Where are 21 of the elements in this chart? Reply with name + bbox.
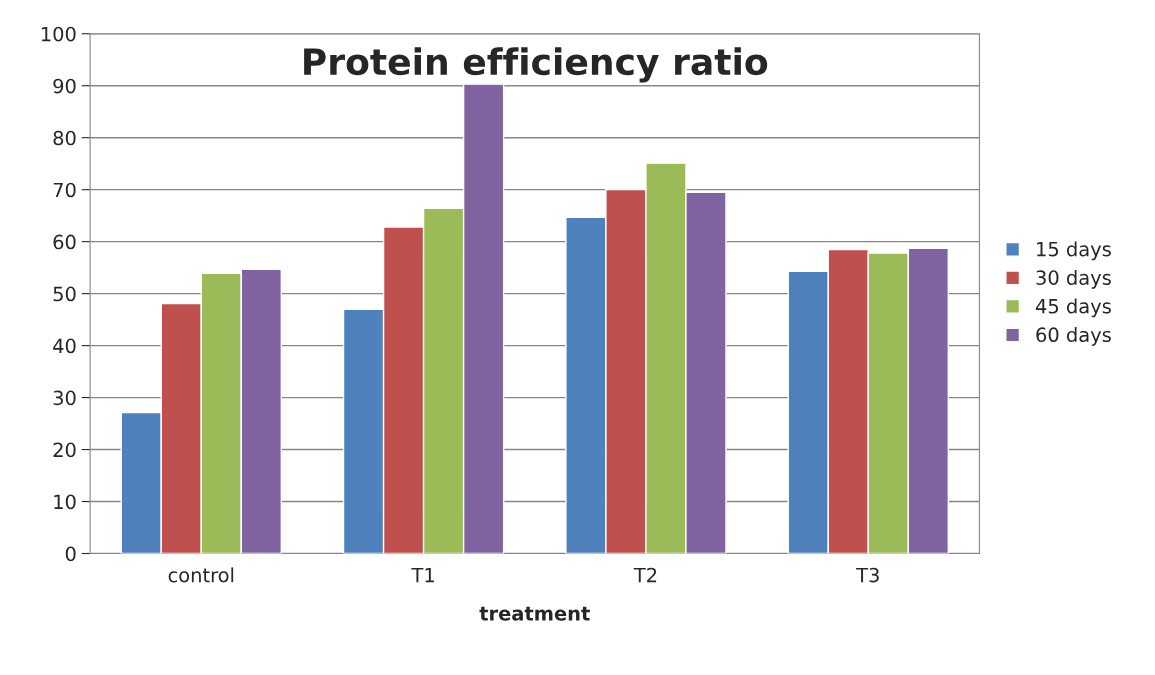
y-tick-label: 30 — [53, 390, 76, 406]
legend-label: 30 days — [1036, 269, 1111, 289]
y-tick-label: 90 — [53, 78, 76, 94]
y-tick-label: 50 — [53, 286, 76, 302]
x-tick-label: T2 — [633, 567, 657, 583]
y-tick-label: 100 — [41, 26, 76, 42]
x-tick-label: control — [168, 567, 234, 583]
y-tick-label: 70 — [53, 182, 76, 198]
y-tick-label: 10 — [54, 494, 76, 510]
chart-title: Protein efficiency ratio — [304, 47, 768, 83]
y-tick-label: 20 — [53, 442, 76, 458]
x-axis-title: treatment — [479, 606, 590, 621]
legend-label: 45 days — [1035, 298, 1111, 318]
x-tick-label: T1 — [411, 567, 434, 583]
legend-label: 15 days — [1037, 241, 1111, 261]
y-tick-label: 40 — [53, 338, 76, 354]
x-tick-label: T3 — [856, 567, 879, 583]
y-tick-label: 0 — [65, 546, 76, 562]
y-tick-label: 80 — [53, 130, 76, 146]
legend-label: 60 days — [1036, 327, 1111, 346]
y-tick-label: 60 — [53, 234, 76, 250]
